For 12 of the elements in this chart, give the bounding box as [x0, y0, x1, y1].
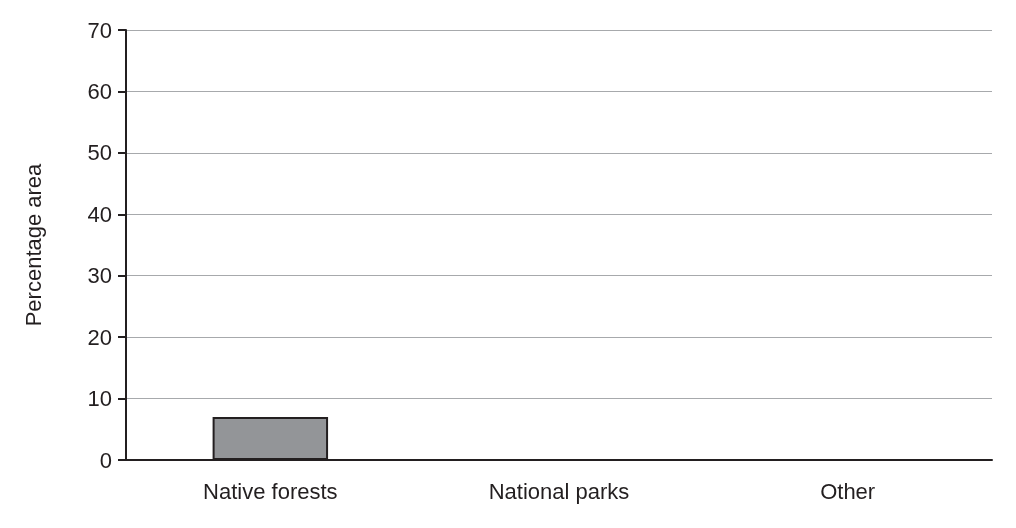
y-axis-title: Percentage area	[20, 162, 46, 327]
y-tick-label: 10	[87, 386, 112, 412]
y-tick-label: 70	[87, 17, 112, 43]
y-tick-label: 30	[87, 263, 112, 289]
y-tick-label: 50	[87, 140, 112, 166]
y-tick-label: 0	[99, 447, 112, 473]
y-tick-label: 20	[87, 324, 112, 350]
x-tick-label: National parks	[488, 478, 630, 504]
y-tick-label: 40	[87, 201, 112, 227]
x-tick-label: Other	[820, 478, 876, 504]
y-tick-label: 60	[87, 78, 112, 104]
x-tick-label: Native forests	[203, 478, 338, 504]
